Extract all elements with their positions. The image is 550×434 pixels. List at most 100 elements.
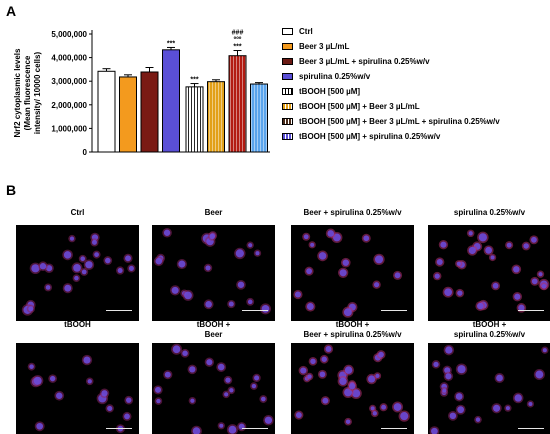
- legend-label: tBOOH [500 µM]: [299, 87, 361, 96]
- cell-nucleus: [345, 419, 351, 424]
- cell-nucleus: [367, 375, 376, 383]
- legend-label: tBOOH [500 µM] + spirulina 0.25%w/v: [299, 132, 441, 141]
- scale-bar: [242, 428, 268, 429]
- cell-nucleus: [431, 427, 438, 434]
- cell-nucleus: [228, 301, 234, 307]
- cell-nucleus: [63, 251, 72, 259]
- scale-bar: [381, 310, 407, 311]
- cell-nucleus: [535, 370, 544, 379]
- cell-nucleus: [370, 406, 375, 411]
- cell-nucleus: [372, 411, 377, 416]
- cell-nucleus: [261, 304, 270, 313]
- y-axis-title-line: (Mean fluorescence: [23, 55, 32, 130]
- micrograph-label: Beer: [204, 208, 223, 217]
- cell-nucleus: [478, 233, 488, 242]
- cell-nucleus: [310, 358, 316, 365]
- cell-nucleus: [178, 260, 186, 268]
- micrograph-image: [428, 343, 550, 434]
- y-axis-title-line: Nrf2 cytoplasmic levels: [13, 48, 22, 137]
- cell-nucleus: [321, 356, 327, 362]
- cell-nucleus: [206, 359, 213, 366]
- cell-nucleus: [381, 404, 387, 410]
- cell-nucleus: [310, 242, 315, 247]
- cell-nucleus: [107, 405, 113, 412]
- cell-nucleus: [485, 246, 493, 254]
- cell-nucleus: [237, 281, 245, 289]
- cell-nucleus: [171, 286, 179, 294]
- cell-nucleus: [163, 229, 171, 236]
- panel-a-label: A: [6, 3, 17, 19]
- cell-nucleus: [254, 375, 260, 381]
- cell-nucleus: [294, 291, 301, 298]
- cell-nucleus: [303, 234, 309, 240]
- cell-nucleus: [542, 348, 547, 353]
- cell-nucleus: [251, 383, 257, 389]
- cell-nucleus: [128, 265, 134, 271]
- y-axis-title: Nrf2 cytoplasmic levels (Mean fluorescenc…: [13, 48, 42, 137]
- bar: [140, 71, 159, 153]
- cell-nucleus: [468, 231, 473, 236]
- cell-nucleus: [101, 390, 108, 397]
- cell-nucleus: [394, 272, 401, 279]
- legend-item: tBOOH [500 µM] + Beer 3 µL/mL: [282, 99, 548, 114]
- cell-nucleus: [342, 259, 349, 266]
- cell-nucleus: [393, 403, 402, 411]
- cell-nucleus: [164, 371, 171, 378]
- legend-swatch: [282, 43, 293, 50]
- bar: [228, 55, 247, 153]
- cell-nucleus: [457, 290, 463, 296]
- scale-bar: [518, 310, 544, 311]
- cell-nucleus: [514, 394, 522, 402]
- scale-bar: [106, 310, 132, 311]
- cell-nucleus: [378, 351, 384, 358]
- bar: [97, 70, 116, 153]
- scale-bar: [518, 428, 544, 429]
- cell-nucleus: [457, 406, 465, 414]
- cell-nucleus: [31, 264, 40, 273]
- cell-nucleus: [518, 304, 525, 312]
- cell-nucleus: [375, 373, 380, 378]
- legend-item: tBOOH [500 µM] + Beer 3 µL/mL + spirulin…: [282, 114, 548, 129]
- cell-nucleus: [457, 365, 466, 374]
- bar: [119, 76, 137, 153]
- cell-nucleus: [172, 345, 181, 354]
- cell-nucleus: [444, 288, 452, 297]
- y-axis-title-line: intensity/ 10000 cells): [33, 52, 42, 135]
- micrograph-image: [291, 225, 414, 321]
- legend-item: Beer 3 µL/mL + spirulina 0.25%w/v: [282, 54, 548, 69]
- micrograph-label: spirulina 0.25%w/v: [453, 208, 526, 217]
- cell-nucleus: [541, 284, 547, 289]
- panel-b-label: B: [6, 182, 17, 198]
- cell-fluorescence: [293, 228, 403, 318]
- cell-nucleus: [496, 374, 503, 382]
- cell-nucleus: [235, 249, 244, 258]
- cell-fluorescence: [153, 227, 271, 315]
- cell-nucleus: [352, 389, 361, 398]
- cell-nucleus: [217, 363, 225, 371]
- cell-nucleus: [506, 242, 512, 248]
- cell-nucleus: [224, 392, 229, 397]
- micrograph-label: Ctrl: [70, 208, 85, 217]
- cell-nucleus: [322, 397, 329, 404]
- micrograph-label: tBOOH + Beer + spirulina 0.25%w/v: [303, 320, 402, 339]
- legend-item: Beer 3 µL/mL: [282, 39, 548, 54]
- cell-nucleus: [264, 416, 273, 424]
- cell-nucleus: [219, 423, 224, 428]
- cell-fluorescence: [429, 344, 549, 434]
- micrograph-image: [291, 343, 414, 434]
- legend-swatch: [282, 118, 293, 125]
- cell-nucleus: [83, 356, 91, 364]
- cell-nucleus: [528, 401, 533, 406]
- legend-label: Beer 3 µL/mL: [299, 42, 350, 51]
- cell-nucleus: [445, 373, 452, 380]
- cell-nucleus: [81, 269, 87, 275]
- micrograph-image: [428, 225, 550, 321]
- cell-nucleus: [442, 388, 447, 393]
- legend-swatch: [282, 88, 293, 95]
- cell-nucleus: [229, 388, 234, 393]
- cell-nucleus: [69, 236, 75, 241]
- y-tick-label: 3,000,000: [51, 77, 87, 86]
- cell-nucleus: [319, 371, 326, 378]
- cell-nucleus: [155, 257, 163, 265]
- significance-label: ###: [232, 30, 244, 37]
